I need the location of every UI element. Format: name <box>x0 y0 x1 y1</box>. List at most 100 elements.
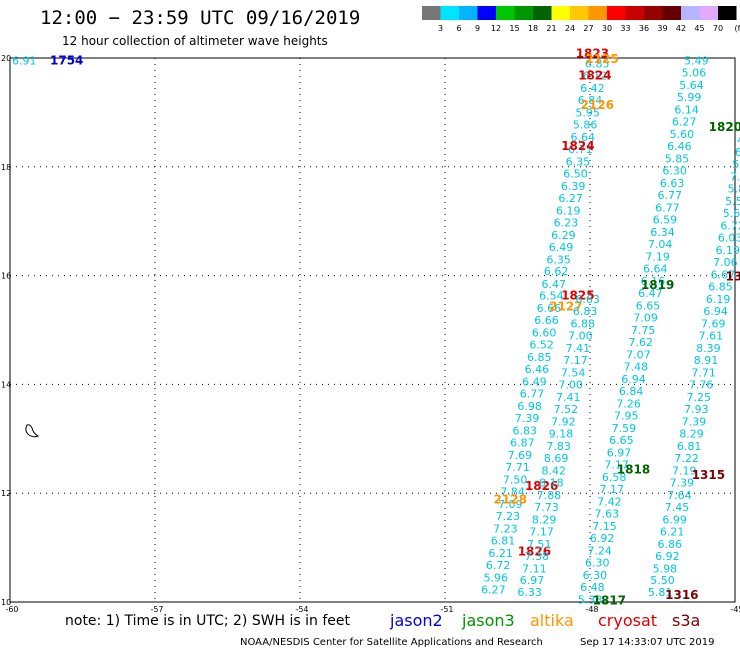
swh-value: 6.84 <box>619 385 644 398</box>
swh-value: 7.75 <box>631 324 656 337</box>
swh-value: 5.98 <box>653 562 678 575</box>
swh-value: 6.83 <box>573 305 598 318</box>
right-track: 5.386.486.306.307.246.927.157.637.427.17… <box>578 55 740 608</box>
swh-value: 7.19 <box>645 251 670 264</box>
swh-value: 5.06 <box>682 67 707 80</box>
swh-value: 6.98 <box>517 400 542 413</box>
swh-value: 6.63 <box>575 293 600 306</box>
page-subtitle: 12 hour collection of altimeter wave hei… <box>62 34 328 48</box>
swh-value: 7.24 <box>587 544 612 557</box>
x-tick-label: -57 <box>150 605 163 614</box>
swh-value: 6.47 <box>638 287 663 300</box>
swh-value: 6.14 <box>674 104 699 117</box>
swh-value: 6.60 <box>532 327 557 340</box>
swh-value: 8.91 <box>694 354 719 367</box>
pass-time-label: 1817 <box>593 593 626 607</box>
pass-time-label: 1819 <box>641 278 674 292</box>
swh-value: 5.57 <box>725 195 740 208</box>
x-tick-label: -48 <box>585 605 598 614</box>
swh-value: 7.38 <box>525 550 550 563</box>
pass-time-label: 1315 <box>726 270 740 284</box>
pass-time-label: 1824 <box>561 139 594 153</box>
legend-swatch <box>440 6 459 20</box>
swh-value: 7.06 <box>713 256 738 269</box>
swh-value: 6.46 <box>525 363 550 376</box>
legend-tick-label: 12 <box>491 24 501 33</box>
swh-value: 6.71 <box>568 143 593 156</box>
legend-swatch <box>533 6 552 20</box>
swh-value: 6.72 <box>486 559 511 572</box>
timestamp-text: Sep 17 14:33:07 UTC 2019 <box>580 637 714 648</box>
swh-value: 7.39 <box>682 415 707 428</box>
swh-value: 6.77 <box>520 388 545 401</box>
legend-swatch <box>681 6 700 20</box>
swh-value: 7.45 <box>665 501 690 514</box>
swh-value: 6.64 <box>643 263 668 276</box>
pass-time-label: 1818 <box>617 463 650 477</box>
satellite-name-jason2: jason2 <box>389 611 443 630</box>
swh-value: 7.59 <box>612 422 637 435</box>
swh-value: 7.19 <box>672 464 697 477</box>
swh-value: 7.09 <box>498 498 523 511</box>
swh-value: 5.68 <box>723 207 740 220</box>
swh-value: 7.51 <box>527 538 552 551</box>
swh-value: 6.72 <box>720 220 740 233</box>
swh-value: 5.96 <box>484 572 509 585</box>
swh-value: 6.62 <box>544 265 569 278</box>
swh-value: 7.62 <box>629 336 654 349</box>
swh-value: 5.38 <box>578 593 603 606</box>
swh-value: 6.92 <box>590 532 615 545</box>
y-tick-label: 12 <box>1 489 11 498</box>
satellite-name-altika: altika <box>530 611 574 630</box>
swh-value: 6.49 <box>549 241 574 254</box>
swh-value: 6.77 <box>658 189 683 202</box>
satellite-name-jason3: jason3 <box>461 611 515 630</box>
legend-swatch <box>459 6 478 20</box>
swh-value: 7.63 <box>595 507 620 520</box>
legend-tick-label: 18 <box>528 24 538 33</box>
swh-value: 5.95 <box>575 106 600 119</box>
swh-value: 7.88 <box>537 489 562 502</box>
swh-value: 7.00 <box>568 329 593 342</box>
credit-text: NOAA/NESDIS Center for Satellite Applica… <box>240 637 543 648</box>
swh-value: 6.30 <box>583 569 608 582</box>
y-tick-label: 16 <box>1 272 11 281</box>
pass-time-label: 2126 <box>581 98 614 112</box>
swh-value: 5.50 <box>650 574 675 587</box>
x-tick-label: -51 <box>440 605 453 614</box>
swh-value: 6.92 <box>655 550 680 563</box>
swh-value: 6.19 <box>706 293 731 306</box>
swh-value: 6.99 <box>662 513 687 526</box>
pass-time-label: 1825 <box>561 289 594 303</box>
swh-value: 6.88 <box>571 317 596 330</box>
x-tick-label: -60 <box>5 605 18 614</box>
swh-value: 5.85 <box>665 153 690 166</box>
swh-value: 7.17 <box>563 354 588 367</box>
left-track: 6.275.966.726.216.817.237.237.097.847.50… <box>481 47 619 597</box>
pass-time-label: 2128 <box>494 493 527 507</box>
swh-value: 6.97 <box>520 574 545 587</box>
swh-value: 6.39 <box>561 180 586 193</box>
swh-value: 7.93 <box>684 403 709 416</box>
swh-value: 7.39 <box>670 476 695 489</box>
legend-swatch <box>477 6 496 20</box>
swh-value: 6.65 <box>636 300 661 313</box>
swh-value: 6.87 <box>510 437 535 450</box>
swh-value: 6.97 <box>607 446 632 459</box>
swh-value: 6.64 <box>571 131 596 144</box>
swh-value: 7.23 <box>493 523 518 536</box>
swh-value: 7.50 <box>503 474 528 487</box>
y-tick-label: 18 <box>1 163 11 172</box>
swh-value: 5.60 <box>670 128 695 141</box>
pass-time-label: 1820 <box>709 120 740 134</box>
swh-value: 7.71 <box>691 366 716 379</box>
swh-value: 5.86 <box>728 183 740 196</box>
satellite-name-s3a: s3a <box>672 611 700 630</box>
swh-value: 7.83 <box>546 440 571 453</box>
pass-time-label: 1824 <box>578 68 611 82</box>
swh-value: 7.17 <box>529 525 554 538</box>
swh-value: 6.66 <box>534 314 559 327</box>
legend-swatch <box>718 6 737 20</box>
